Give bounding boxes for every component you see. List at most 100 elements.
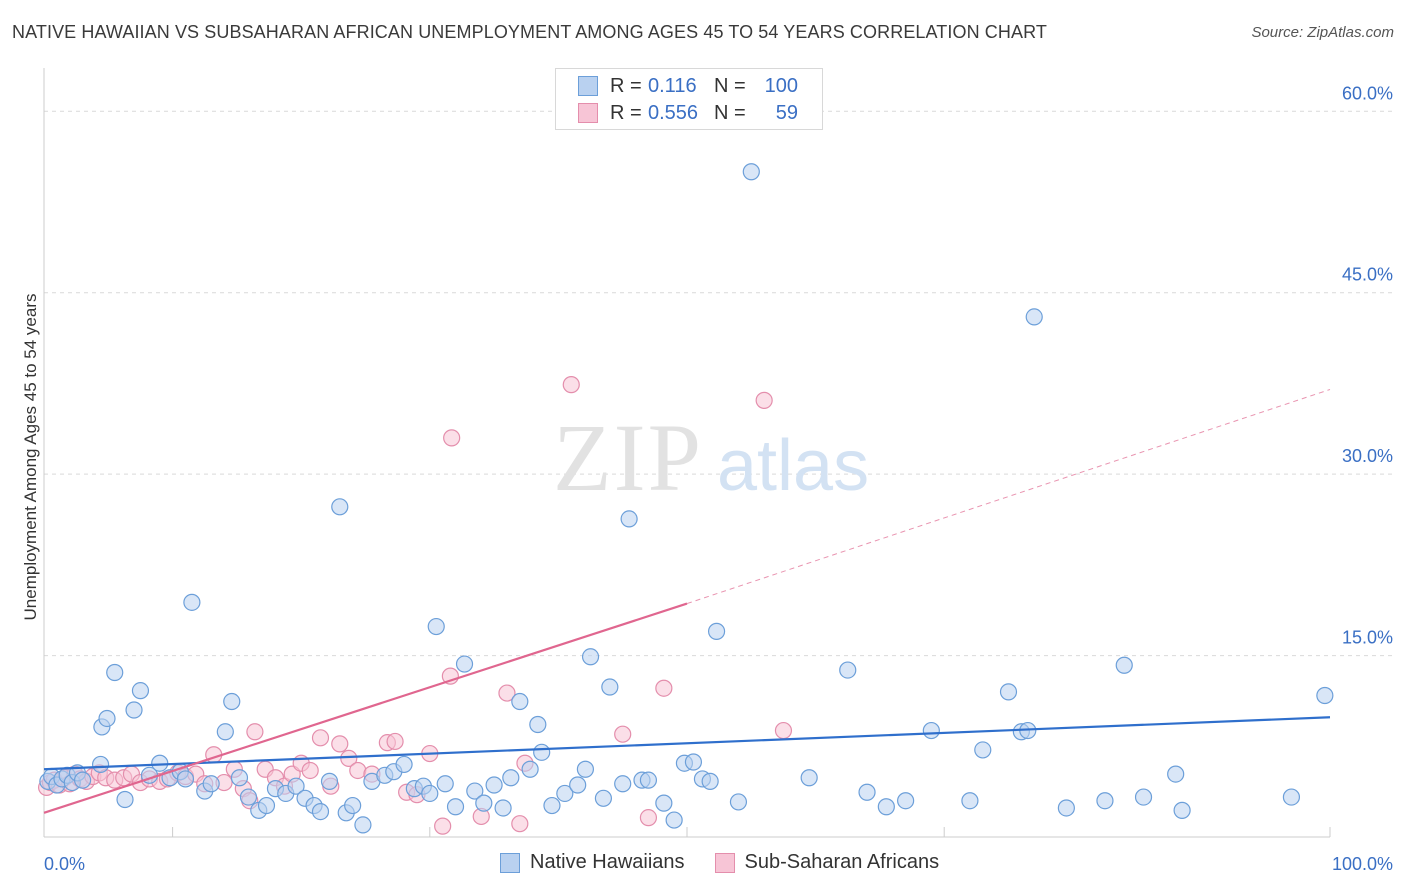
- point-native-hawaiians: [466, 782, 484, 800]
- axes: [43, 68, 1331, 838]
- point-native-hawaiians: [511, 692, 529, 711]
- point-native-hawaiians: [1167, 765, 1185, 783]
- point-native-hawaiians: [116, 790, 134, 809]
- point-sub-saharan-africans: [386, 732, 404, 751]
- point-native-hawaiians: [223, 692, 241, 711]
- point-native-hawaiians: [151, 754, 169, 772]
- point-sub-saharan-africans: [331, 735, 349, 753]
- point-native-hawaiians: [176, 770, 195, 788]
- point-native-hawaiians: [202, 775, 220, 793]
- point-native-hawaiians: [620, 510, 638, 528]
- point-native-hawaiians: [556, 784, 574, 803]
- legend-n-value: 100: [764, 74, 798, 97]
- point-native-hawaiians: [421, 784, 439, 803]
- point-native-hawaiians: [639, 771, 658, 789]
- point-native-hawaiians: [494, 799, 512, 817]
- trend-extension-sub-saharan-africans: [686, 389, 1331, 605]
- series-legend-sub-saharan-africans: Sub-Saharan Africans: [714, 851, 940, 874]
- legend-n-value: 59: [775, 101, 798, 124]
- y-tick-label: 15.0%: [1342, 628, 1393, 648]
- point-native-hawaiians: [922, 721, 940, 740]
- point-native-hawaiians: [331, 498, 349, 516]
- point-native-hawaiians: [1316, 686, 1334, 705]
- point-native-hawaiians: [576, 760, 595, 778]
- point-native-hawaiians: [1134, 788, 1153, 806]
- x-tick-label: 0.0%: [44, 854, 85, 874]
- point-native-hawaiians: [614, 775, 632, 793]
- point-native-hawaiians: [485, 776, 503, 794]
- point-sub-saharan-africans: [511, 815, 529, 833]
- point-native-hawaiians: [230, 769, 249, 787]
- legend-r-value: 0.556: [648, 101, 699, 124]
- point-native-hawaiians: [354, 816, 372, 834]
- point-native-hawaiians: [655, 794, 673, 812]
- trend-lines: [43, 389, 1331, 814]
- point-native-hawaiians: [974, 741, 992, 759]
- point-native-hawaiians: [1282, 788, 1301, 806]
- source-label: Source: ZipAtlas.com: [1251, 24, 1394, 41]
- series-legend-native-hawaiians: Native Hawaiians: [500, 851, 685, 874]
- point-native-hawaiians: [521, 760, 539, 778]
- point-native-hawaiians: [999, 683, 1018, 701]
- point-sub-saharan-africans: [443, 429, 461, 447]
- point-sub-saharan-africans: [614, 725, 632, 743]
- legend-r-label: R =: [610, 74, 642, 97]
- point-native-hawaiians: [529, 715, 547, 734]
- point-native-hawaiians: [344, 796, 362, 815]
- point-native-hawaiians: [502, 769, 520, 787]
- point-native-hawaiians: [106, 663, 124, 682]
- point-native-hawaiians: [257, 796, 276, 815]
- legend-n-label: N =: [714, 101, 746, 124]
- point-native-hawaiians: [125, 701, 143, 719]
- legend-row-sub-saharan-africans: R = 0.556 N = 59: [556, 101, 798, 125]
- x-tick-labels: 0.0% 100.0%: [44, 854, 1393, 874]
- trend-line-native-hawaiians: [43, 716, 1331, 771]
- point-native-hawaiians: [800, 769, 818, 787]
- point-native-hawaiians: [131, 682, 150, 700]
- point-native-hawaiians: [311, 802, 330, 821]
- point-sub-saharan-africans: [434, 817, 452, 835]
- point-sub-saharan-africans: [340, 749, 358, 767]
- legend-r-value: 0.116: [648, 74, 697, 97]
- series-label: Native Hawaiians: [530, 851, 685, 873]
- point-native-hawaiians: [427, 617, 445, 636]
- point-native-hawaiians: [395, 755, 413, 774]
- correlation-legend: R = 0.116 N = 100 R = 0.556 N = 59: [555, 68, 823, 130]
- point-native-hawaiians: [601, 678, 619, 696]
- legend-row-native-hawaiians: R = 0.116 N = 100: [556, 74, 798, 98]
- point-native-hawaiians: [1025, 308, 1043, 326]
- point-sub-saharan-africans: [498, 684, 516, 702]
- point-native-hawaiians: [183, 593, 201, 611]
- point-native-hawaiians: [665, 811, 683, 829]
- point-native-hawaiians: [729, 793, 748, 811]
- series-legend: Native Hawaiians Sub-Saharan Africans: [500, 851, 969, 874]
- point-sub-saharan-africans: [349, 761, 367, 780]
- point-sub-saharan-africans: [246, 723, 264, 741]
- point-native-hawaiians: [877, 798, 895, 816]
- y-tick-label: 45.0%: [1342, 265, 1393, 285]
- point-native-hawaiians: [1115, 656, 1133, 674]
- point-native-hawaiians: [1096, 792, 1114, 810]
- series-swatch-pink: [714, 852, 735, 873]
- point-sub-saharan-africans: [655, 679, 673, 697]
- point-native-hawaiians: [684, 753, 703, 771]
- trend-line-sub-saharan-africans: [43, 602, 688, 814]
- legend-swatch-blue: [578, 76, 598, 96]
- point-native-hawaiians: [858, 783, 876, 801]
- point-native-hawaiians: [91, 755, 110, 774]
- point-native-hawaiians: [239, 788, 258, 806]
- point-native-hawaiians: [581, 648, 600, 666]
- point-native-hawaiians: [533, 743, 551, 761]
- point-sub-saharan-africans: [301, 761, 319, 780]
- point-native-hawaiians: [1057, 799, 1075, 817]
- point-native-hawaiians: [701, 772, 719, 790]
- point-native-hawaiians: [475, 794, 493, 812]
- chart-title: NATIVE HAWAIIAN VS SUBSAHARAN AFRICAN UN…: [12, 22, 1047, 42]
- points-native-hawaiians: [39, 163, 1334, 834]
- series-label: Sub-Saharan Africans: [744, 851, 940, 873]
- point-sub-saharan-africans: [311, 729, 330, 747]
- legend-swatch-pink: [578, 103, 598, 123]
- point-native-hawaiians: [961, 792, 979, 810]
- point-sub-saharan-africans: [562, 376, 580, 394]
